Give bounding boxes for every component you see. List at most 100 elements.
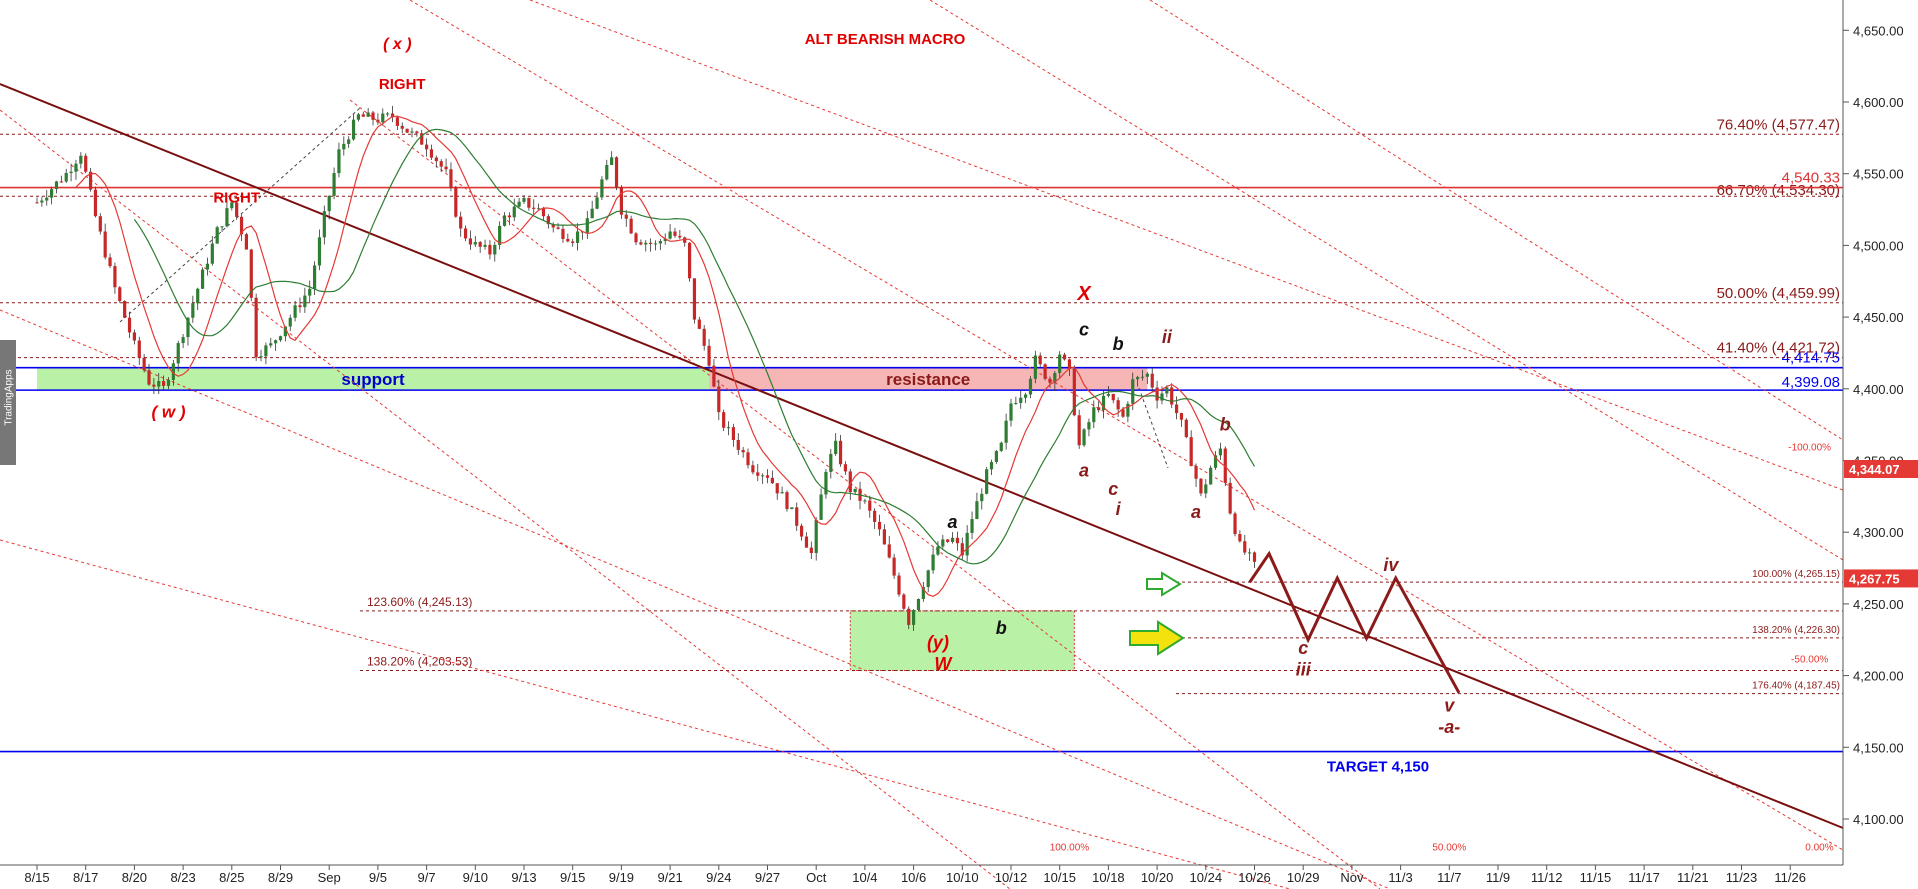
candle-body	[454, 187, 458, 217]
candle-body	[88, 171, 93, 190]
x-tick-label: 10/10	[946, 870, 979, 885]
wave-label: iv	[1383, 555, 1399, 575]
candle-body	[614, 157, 619, 188]
candle-body	[683, 237, 687, 243]
candle-body	[288, 317, 292, 327]
candle-body	[434, 157, 438, 162]
slow-moving-average	[133, 128, 1256, 565]
candle-body	[687, 242, 692, 279]
candle-body	[916, 599, 921, 611]
wave-label: RIGHT	[213, 189, 260, 206]
green-arrow-icon	[1146, 571, 1182, 597]
candle-body	[298, 305, 302, 308]
chart-title: ALT BEARISH MACRO	[805, 31, 966, 48]
candle-body	[522, 197, 526, 202]
candle-body	[556, 227, 560, 229]
zone-label-resistance: resistance	[886, 370, 970, 389]
candle-body	[663, 238, 667, 242]
fast-moving-average	[75, 115, 1256, 597]
candle-body	[45, 197, 49, 201]
candle-body	[59, 181, 63, 183]
candle-body	[541, 208, 546, 217]
candle-body	[595, 197, 599, 209]
candle-body	[498, 225, 502, 245]
candle-body	[210, 243, 214, 264]
candle-body	[1116, 400, 1120, 410]
candle-body	[317, 237, 322, 266]
candle-body	[527, 197, 531, 208]
candle-body	[1238, 534, 1242, 542]
candle-body	[215, 227, 219, 244]
candle-body	[410, 131, 414, 133]
wave-label: W	[934, 654, 953, 674]
candle-body	[1189, 437, 1193, 467]
candle-body	[171, 363, 175, 380]
y-axis: 4,100.00 4,150.00 4,200.00 4,250.00 4,300.00…	[1842, 0, 1918, 889]
zone-resistance	[709, 367, 1148, 391]
candle-body	[444, 166, 448, 170]
channel-percent-label: -50.00%	[1791, 655, 1828, 666]
wave-label: b	[996, 618, 1007, 638]
candle-body	[629, 218, 633, 234]
x-tick-label: Oct	[806, 870, 827, 885]
candle-body	[54, 181, 59, 190]
candle-body	[887, 544, 891, 558]
candle-body	[712, 365, 716, 387]
candle-body	[390, 113, 395, 118]
wave-label: a	[1191, 502, 1201, 522]
candle-body	[619, 187, 623, 215]
candle-body	[376, 119, 380, 123]
candle-body	[1131, 379, 1135, 404]
candle-body	[463, 228, 468, 239]
candle-body	[205, 263, 210, 270]
candle-body	[912, 610, 916, 625]
candle-body	[868, 500, 872, 511]
candle-body	[152, 384, 156, 387]
candle-body	[1111, 393, 1115, 401]
candle-body	[1199, 478, 1203, 494]
candle-body	[278, 336, 283, 341]
candle-body	[186, 317, 190, 338]
level-label: 100.00% (4,265.15)	[1752, 569, 1840, 580]
candle-body	[1058, 354, 1062, 373]
price-badge	[1844, 569, 1918, 588]
candle-body	[405, 128, 409, 133]
candle-body	[395, 117, 399, 126]
x-tick-label: 10/18	[1092, 870, 1125, 885]
candle-body	[157, 381, 161, 387]
x-tick-label: 8/17	[73, 870, 98, 885]
candle-body	[907, 608, 911, 625]
level-label: 50.00% (4,459.99)	[1717, 285, 1840, 302]
zone-label-support: support	[341, 370, 405, 389]
candle-body	[259, 356, 263, 358]
x-tick-label: 9/7	[418, 870, 436, 885]
candle-body	[332, 173, 336, 196]
candle-body	[848, 471, 852, 493]
candle-body	[1252, 552, 1257, 562]
candle-body	[537, 208, 541, 210]
candle-body	[863, 500, 867, 502]
candle-body	[946, 539, 950, 542]
y-tick-label: 4,650.00	[1853, 23, 1904, 38]
wave-connector	[1138, 387, 1169, 469]
candle-body	[483, 244, 487, 247]
candle-body	[736, 439, 740, 450]
candle-body	[931, 554, 935, 571]
candle-body	[955, 537, 960, 544]
candle-body	[1160, 393, 1164, 401]
candle-body	[877, 521, 882, 530]
candle-body	[1067, 359, 1072, 370]
x-tick-label: 10/15	[1043, 870, 1076, 885]
candle-body	[780, 492, 784, 494]
candle-body	[351, 119, 356, 140]
candle-body	[1126, 403, 1130, 417]
candle-body	[337, 149, 341, 174]
price-badge-label: 4,267.75	[1849, 571, 1900, 586]
candle-body	[429, 149, 434, 158]
candle-body	[653, 243, 658, 245]
candle-body	[834, 440, 838, 454]
candle-body	[600, 179, 604, 198]
candle-body	[74, 163, 78, 172]
channel-percent-label: 0.00%	[1805, 843, 1833, 854]
